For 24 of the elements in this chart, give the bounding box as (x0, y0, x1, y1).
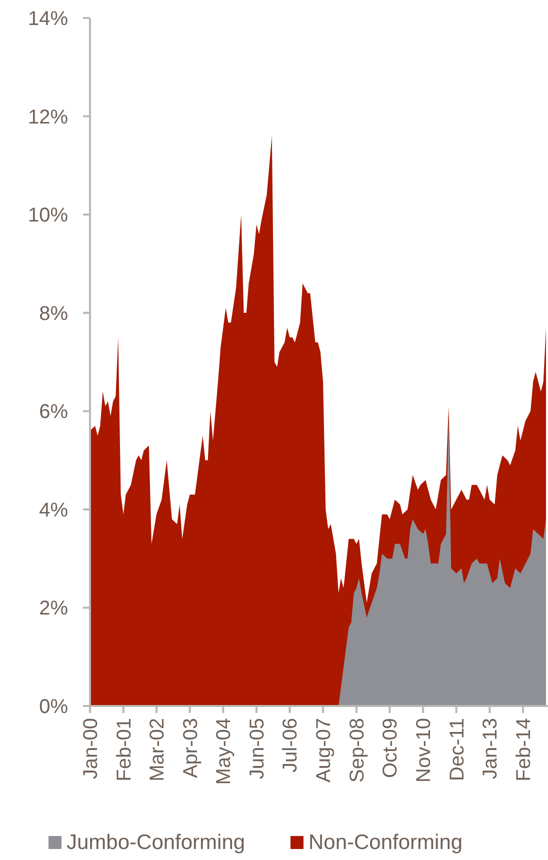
x-tick-label: Sep-08 (346, 718, 368, 782)
x-tick-label: Jan-13 (480, 718, 502, 780)
legend-label: Non-Conforming (308, 831, 463, 854)
y-tick-label: 2% (39, 598, 68, 620)
x-tick-label: Dec-11 (446, 718, 468, 781)
x-tick-label: Apr-03 (180, 718, 202, 778)
x-tick-label: Nov-10 (413, 718, 436, 782)
y-tick-label: 8% (39, 302, 68, 325)
x-tick-label: Feb-14 (513, 718, 536, 782)
x-tick-label: Feb-01 (113, 718, 136, 782)
y-tick-label: 10% (28, 204, 68, 227)
x-tick-label: Oct-09 (380, 718, 402, 778)
y-tick-label: 0% (39, 696, 68, 718)
x-tick-label: May-04 (213, 718, 236, 785)
y-tick-label: 4% (39, 499, 68, 522)
y-tick-label: 6% (39, 401, 68, 424)
y-tick-label: 14% (28, 8, 68, 30)
x-tick-label: Jun-05 (246, 718, 268, 780)
x-tick-label: Mar-02 (146, 718, 168, 782)
x-tick-label: Jul-06 (280, 718, 302, 772)
x-tick-label: Jan-00 (80, 718, 102, 780)
y-tick-label: 12% (28, 106, 68, 128)
x-tick-label: Aug-07 (313, 718, 336, 782)
legend-label: Jumbo-Conforming (66, 831, 246, 854)
